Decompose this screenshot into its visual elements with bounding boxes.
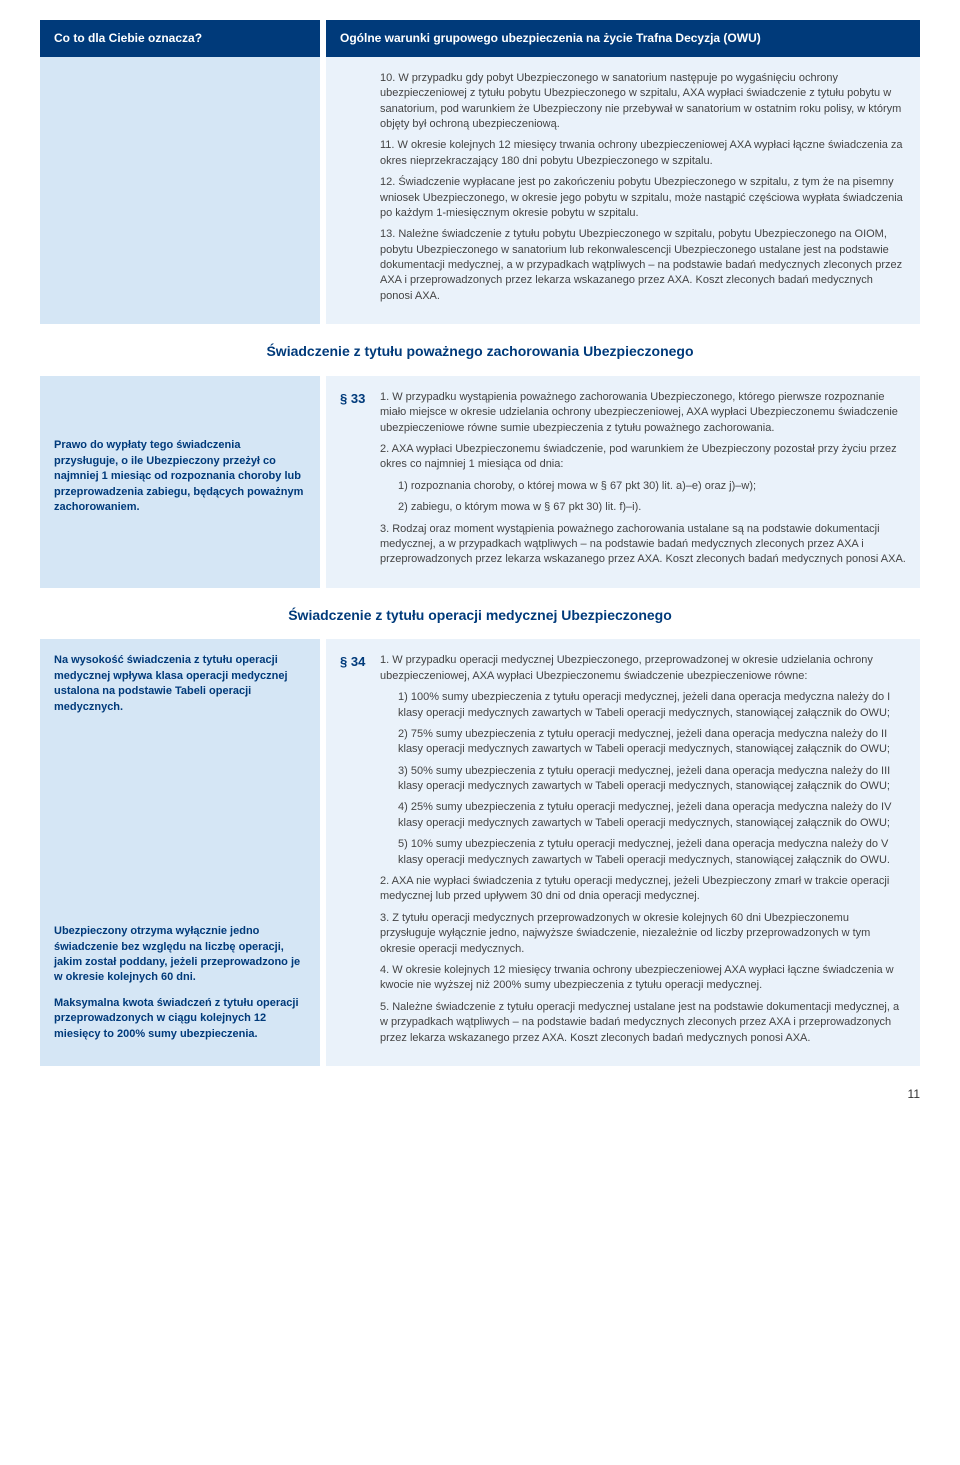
left-note-empty <box>40 57 320 324</box>
right-content-33: § 33 1. W przypadku wystąpienia poważneg… <box>326 376 920 588</box>
item-13: 13. Należne świadczenie z tytułu pobytu … <box>380 227 906 304</box>
para-label-empty <box>340 71 380 310</box>
s34-item-1: 1. W przypadku operacji medycznej Ubezpi… <box>380 653 906 684</box>
item-12: 12. Świadczenie wypłacane jest po zakońc… <box>380 175 906 221</box>
s34-item-1-4: 4) 25% sumy ubezpieczenia z tytułu opera… <box>380 800 906 831</box>
s34-item-3: 3. Z tytułu operacji medycznych przeprow… <box>380 911 906 957</box>
left-text-34-b2: Maksymalna kwota świadczeń z tytułu oper… <box>54 996 306 1042</box>
s34-item-1-2: 2) 75% sumy ubezpieczenia z tytułu opera… <box>380 727 906 758</box>
s34-item-4: 4. W okresie kolejnych 12 miesięcy trwan… <box>380 963 906 994</box>
s34-item-2: 2. AXA nie wypłaci świadczenia z tytułu … <box>380 874 906 905</box>
document-page: Co to dla Ciebie oznacza? Ogólne warunki… <box>0 0 960 1133</box>
content-list-33: 1. W przypadku wystąpienia poważnego zac… <box>380 390 906 574</box>
left-text-33: Prawo do wypłaty tego świadczenia przysł… <box>54 438 306 515</box>
left-text-34-bottom-group: Ubezpieczony otrzyma wyłącznie jedno świ… <box>54 924 306 1052</box>
left-text-34-b1: Ubezpieczony otrzyma wyłącznie jedno świ… <box>54 924 306 986</box>
para-label-33: § 33 <box>340 390 380 574</box>
s33-item-2-2: 2) zabiegu, o którym mowa w § 67 pkt 30)… <box>380 500 906 515</box>
s33-item-2-1: 1) rozpoznania choroby, o której mowa w … <box>380 479 906 494</box>
header-left: Co to dla Ciebie oznacza? <box>40 20 320 57</box>
content-list-34: 1. W przypadku operacji medycznej Ubezpi… <box>380 653 906 1052</box>
s34-item-1-3: 3) 50% sumy ubezpieczenia z tytułu opera… <box>380 764 906 795</box>
s33-item-1: 1. W przypadku wystąpienia poważnego zac… <box>380 390 906 436</box>
left-note-34: Na wysokość świadczenia z tytułu operacj… <box>40 639 320 1066</box>
section-title-serious-illness: Świadczenie z tytułu poważnego zachorowa… <box>40 324 920 376</box>
header-right: Ogólne warunki grupowego ubezpieczenia n… <box>326 20 920 57</box>
content-list-1: 10. W przypadku gdy pobyt Ubezpieczonego… <box>380 71 906 310</box>
header-bar: Co to dla Ciebie oznacza? Ogólne warunki… <box>40 20 920 57</box>
s34-item-1-5: 5) 10% sumy ubezpieczenia z tytułu opera… <box>380 837 906 868</box>
right-content-34: § 34 1. W przypadku operacji medycznej U… <box>326 639 920 1066</box>
s33-item-2: 2. AXA wypłaci Ubezpieczonemu świadczeni… <box>380 442 906 473</box>
page-number: 11 <box>40 1066 920 1113</box>
item-10: 10. W przypadku gdy pobyt Ubezpieczonego… <box>380 71 906 133</box>
block-serious-illness: Prawo do wypłaty tego świadczenia przysł… <box>40 376 920 588</box>
s34-item-5: 5. Należne świadczenie z tytułu operacji… <box>380 1000 906 1046</box>
left-text-34-top: Na wysokość świadczenia z tytułu operacj… <box>54 653 306 715</box>
para-label-34: § 34 <box>340 653 380 1052</box>
left-note-33: Prawo do wypłaty tego świadczenia przysł… <box>40 376 320 588</box>
section-title-medical-operation: Świadczenie z tytułu operacji medycznej … <box>40 588 920 640</box>
block-medical-operation: Na wysokość świadczenia z tytułu operacj… <box>40 639 920 1066</box>
block-hospital-stay: 10. W przypadku gdy pobyt Ubezpieczonego… <box>40 57 920 324</box>
s34-item-1-1: 1) 100% sumy ubezpieczenia z tytułu oper… <box>380 690 906 721</box>
s33-item-3: 3. Rodzaj oraz moment wystąpienia poważn… <box>380 522 906 568</box>
right-content-1: 10. W przypadku gdy pobyt Ubezpieczonego… <box>326 57 920 324</box>
item-11: 11. W okresie kolejnych 12 miesięcy trwa… <box>380 138 906 169</box>
